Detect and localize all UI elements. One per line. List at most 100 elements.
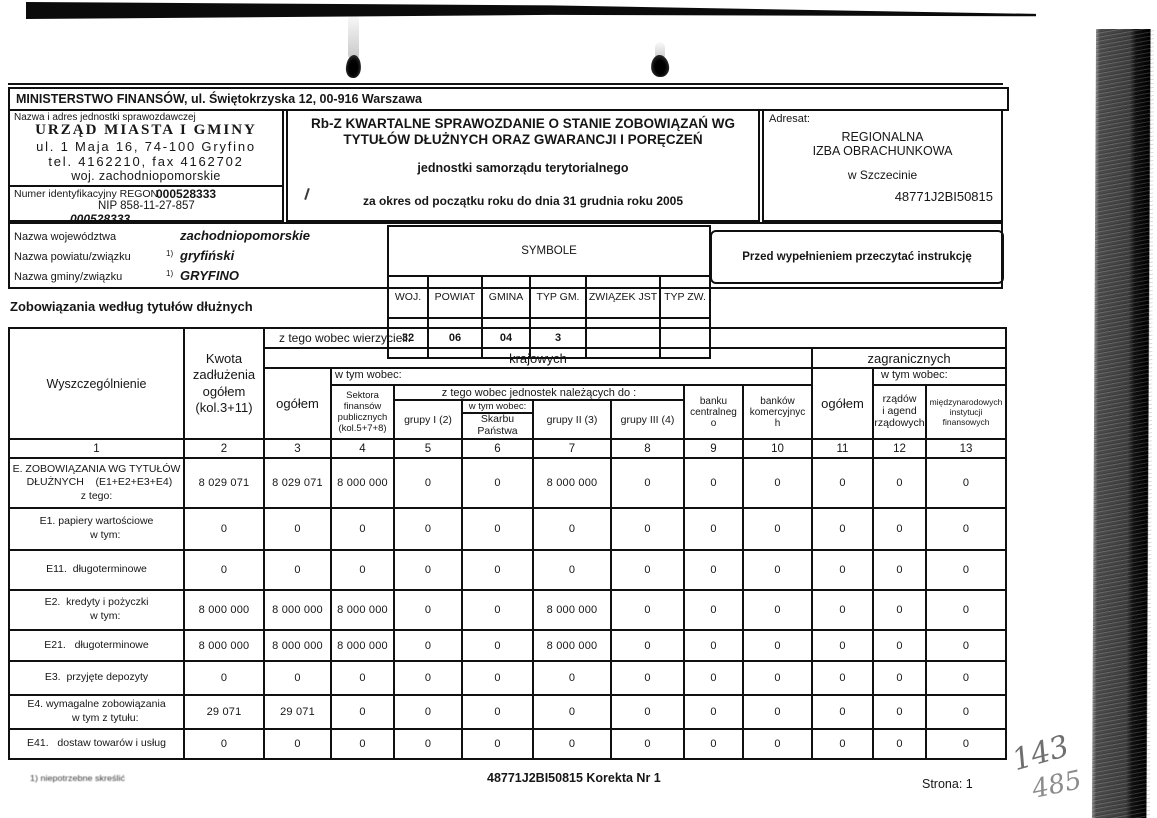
row-value: 0 — [683, 507, 744, 551]
row-value: 0 — [742, 549, 813, 591]
row-value: 0 — [683, 629, 744, 662]
frame-top-line — [8, 83, 1003, 85]
row-value: 0 — [393, 549, 463, 591]
adresat-line1: REGIONALNA — [841, 130, 924, 144]
row-value: 0 — [393, 694, 463, 730]
column-number: 6 — [461, 438, 534, 459]
row-value: 8 000 000 — [330, 589, 395, 631]
row-value: 0 — [393, 457, 463, 509]
row-value: 0 — [330, 549, 395, 591]
row-value: 0 — [811, 629, 874, 662]
row-value: 0 — [742, 694, 813, 730]
row-label: E2. kredyty i pożyczki w tym: — [8, 589, 185, 631]
column-number: 9 — [683, 438, 744, 459]
row-value: 29 071 — [183, 694, 265, 730]
table-row: E21. długoterminowe 8 000 000 8 000 000 8 0… — [8, 629, 1008, 662]
row-value: 0 — [610, 728, 685, 760]
row-value: 8 000 000 — [263, 629, 332, 662]
regon-line: Numer identyfikacyjny REGON 000528333 — [10, 187, 282, 201]
regon-value-bold: 000528333 — [70, 212, 131, 222]
row-value: 0 — [610, 694, 685, 730]
column-number: 12 — [872, 438, 927, 459]
report-title-line2: TYTUŁÓW DŁUŻNYCH ORAZ GWARANCJI I PORĘCZ… — [343, 132, 703, 148]
adresat-box: Adresat: REGIONALNA IZBA OBRACHUNKOWA w … — [762, 109, 1003, 222]
row-value: 0 — [924, 549, 1008, 591]
table-row: E11. długoterminowe 0 0 0 0 0 0 0 0 0 0 0 0 — [8, 549, 1008, 591]
row-value: 8 000 000 — [330, 629, 395, 662]
row-value: 0 — [393, 660, 463, 696]
row-value: 0 — [610, 660, 685, 696]
row-label: E. ZOBOWIĄZANIA WG TYTUŁÓW DŁUŻNYCH (E1+… — [8, 457, 185, 509]
reporting-unit-name: URZĄD MIASTA I GMINY — [35, 122, 257, 138]
header-skarbu-panstwa: Skarbu Państwa — [461, 412, 534, 440]
gmina-footnote: 1) — [166, 269, 174, 278]
scan-edge-band — [1091, 29, 1155, 818]
adresat-line3: w Szczecinie — [847, 168, 918, 182]
row-value: 0 — [742, 507, 813, 551]
header-w-tym-wobec-zagranicznych: w tym wobec: — [871, 367, 1008, 386]
report-title-box: Rb-Z KWARTALNE SPRAWOZDANIE O STANIE ZOB… — [286, 109, 760, 222]
row-value: 0 — [532, 507, 612, 551]
voivodeship-row: Nazwa województwa zachodniopomorskie — [10, 228, 1001, 248]
regon-value-overlap: 000528333 — [156, 187, 217, 201]
row-value: 0 — [924, 694, 1008, 730]
row-value: 0 — [461, 694, 534, 730]
column-number: 8 — [610, 438, 685, 459]
row-value: 0 — [872, 549, 927, 591]
row-label: E1. papiery wartościowe w tym: — [8, 507, 185, 551]
region-names: Nazwa województwa zachodniopomorskie Naz… — [10, 224, 1001, 288]
row-value: 0 — [924, 507, 1008, 551]
region-row: Nazwa województwa zachodniopomorskie Naz… — [8, 222, 1004, 359]
unit-box-divider — [10, 185, 282, 187]
row-value: 0 — [924, 660, 1008, 696]
report-title-line1: Rb-Z KWARTALNE SPRAWOZDANIE O STANIE ZOB… — [311, 116, 735, 131]
row-value: 0 — [330, 728, 395, 760]
row-value: 0 — [183, 507, 265, 551]
header-kwota-zadluzenia: Kwota zadłużenia ogółem (kol.3+11) — [183, 327, 265, 440]
row-value: 0 — [742, 629, 813, 662]
symbols-title: SYMBOLE — [387, 225, 711, 277]
row-value: 0 — [461, 728, 534, 760]
row-value: 0 — [872, 589, 927, 631]
debt-table: Wyszczególnienie Kwota zadłużenia ogółem… — [8, 327, 1008, 760]
instruction-note: Przed wypełnieniem przeczytać instrukcję — [710, 230, 1004, 284]
column-number: 11 — [811, 438, 874, 459]
header-rzadow-i-agend: rządów i agend rządowych — [872, 384, 927, 440]
footer-footnote: 1) niepotrzebne skreślić — [30, 773, 126, 783]
reporting-unit-phone: tel. 4162210, fax 4162702 — [48, 154, 244, 169]
table-row: E41. dostaw towarów i usług 0 0 0 0 0 0 0 0 0 0 0 0 — [8, 728, 1008, 760]
header-z-tego-wobec-wierzycieli: z tego wobec wierzycieli: — [262, 327, 1008, 349]
row-value: 0 — [183, 728, 265, 760]
row-value: 0 — [811, 507, 874, 551]
ministry-header: MINISTERSTWO FINANSÓW, ul. Świętokrzyska… — [8, 87, 1009, 111]
gmina-label: Nazwa gminy/związku — [14, 271, 123, 283]
row-value: 0 — [183, 660, 265, 696]
row-value: 0 — [393, 507, 463, 551]
row-value: 29 071 — [263, 694, 332, 730]
symbols-header-row: WOJ. POWIAT GMINA TYP GM. ZWIĄZEK JST TY… — [387, 275, 711, 319]
row-value: 0 — [461, 589, 534, 631]
row-value: 0 — [461, 549, 534, 591]
binder-hole-streak-right — [655, 42, 665, 60]
nip-value: NIP 858-11-27-857 — [98, 200, 195, 212]
powiat-value: gryfiński — [180, 248, 235, 263]
column-number-row: 1 2 3 4 5 6 7 8 9 10 11 12 13 — [8, 438, 1008, 459]
gmina-row: Nazwa gminy/związku 1) GRYFINO — [10, 268, 1001, 288]
header-grupy-3: grupy III (4) — [610, 399, 685, 440]
column-number: 5 — [393, 438, 463, 459]
symbol-header-woj: WOJ. — [387, 275, 429, 319]
row-value: 0 — [872, 629, 927, 662]
column-number: 2 — [183, 438, 265, 459]
symbol-header-typ-zw: TYP ZW. — [659, 275, 711, 319]
row-value: 0 — [330, 660, 395, 696]
reporting-unit-label: Nazwa i adres jednostki sprawozdawczej — [14, 112, 196, 123]
reporting-unit-voivodeship: woj. zachodniopomorskie — [71, 169, 221, 183]
table-row: E3. przyjęte depozyty 0 0 0 0 0 0 0 0 0 0 0 0 — [8, 660, 1008, 696]
row-value: 0 — [532, 549, 612, 591]
row-value: 0 — [610, 549, 685, 591]
header-krajowych: krajowych — [263, 347, 813, 369]
binder-hole-mark-left — [345, 54, 362, 79]
row-value: 0 — [683, 457, 744, 509]
row-value: 8 029 071 — [263, 457, 332, 509]
header-w-tym-wobec-skarbu: w tym wobec: — [461, 399, 534, 414]
